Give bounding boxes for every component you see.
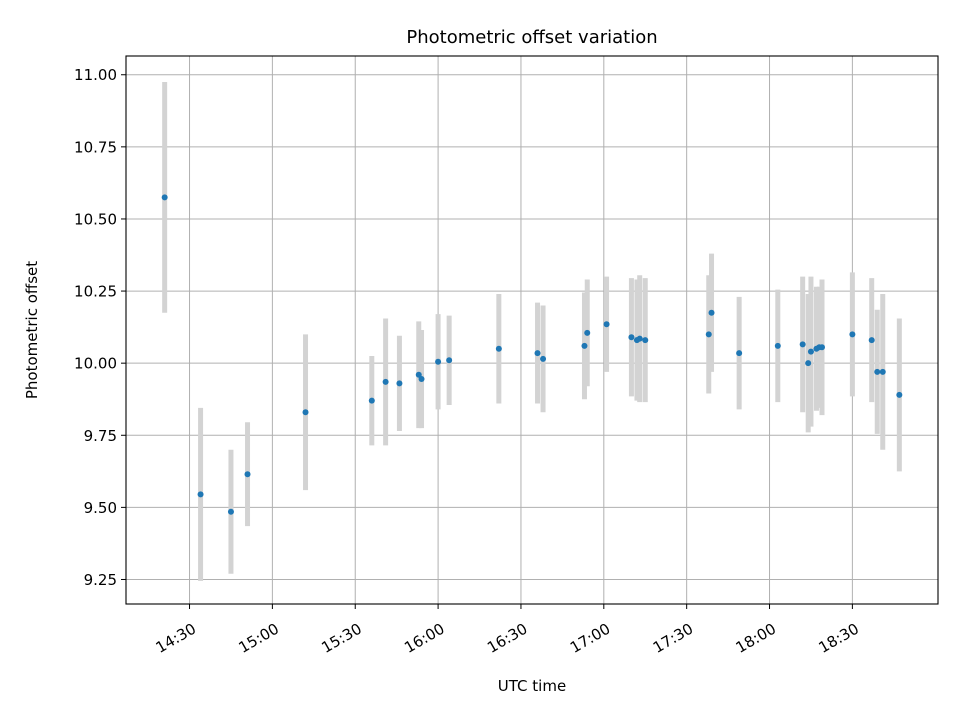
point-layer — [161, 194, 903, 515]
data-point — [736, 350, 743, 357]
y-axis: 9.25 9.50 9.75 10.00 10.25 10.50 10.75 11.00 — [74, 66, 126, 589]
data-point — [418, 376, 425, 383]
data-point — [774, 342, 781, 349]
data-point — [603, 321, 610, 328]
data-point — [805, 360, 812, 367]
data-point — [879, 368, 886, 375]
y-tick-label: 10.25 — [74, 283, 117, 301]
data-point — [495, 345, 502, 352]
data-point — [584, 329, 591, 336]
data-point — [227, 508, 234, 515]
data-point — [396, 380, 403, 387]
data-point — [705, 331, 712, 338]
x-axis-label: UTC time — [498, 677, 566, 695]
y-tick-label: 11.00 — [74, 66, 117, 84]
data-point — [819, 344, 825, 351]
data-point — [161, 194, 168, 201]
data-point — [382, 378, 389, 385]
data-point — [446, 357, 453, 364]
grid-layer — [126, 56, 938, 604]
y-axis-label: Photometric offset — [23, 261, 41, 399]
data-point — [868, 337, 875, 344]
data-point — [302, 409, 309, 416]
y-tick-label: 10.75 — [74, 138, 117, 156]
y-tick-label: 9.75 — [84, 427, 117, 445]
data-point — [896, 391, 903, 398]
data-point — [874, 368, 881, 375]
data-point — [799, 341, 806, 348]
data-point — [415, 371, 422, 378]
data-point — [642, 337, 649, 344]
y-tick-label: 10.00 — [74, 355, 117, 373]
data-point — [534, 350, 541, 357]
data-point — [540, 355, 547, 362]
data-point — [581, 342, 588, 349]
data-point — [628, 334, 635, 341]
data-point — [368, 397, 375, 404]
plot-frame — [125, 55, 939, 605]
y-tick-label: 10.50 — [74, 210, 117, 228]
data-point — [636, 335, 643, 342]
y-tick-label: 9.25 — [84, 571, 117, 589]
data-point — [435, 358, 442, 365]
data-point — [807, 348, 814, 355]
chart-title: Photometric offset variation — [406, 27, 657, 48]
data-point — [849, 331, 856, 338]
y-tick-label: 9.50 — [84, 499, 117, 517]
data-point — [197, 491, 204, 498]
data-point — [244, 471, 251, 478]
data-point — [708, 309, 715, 316]
